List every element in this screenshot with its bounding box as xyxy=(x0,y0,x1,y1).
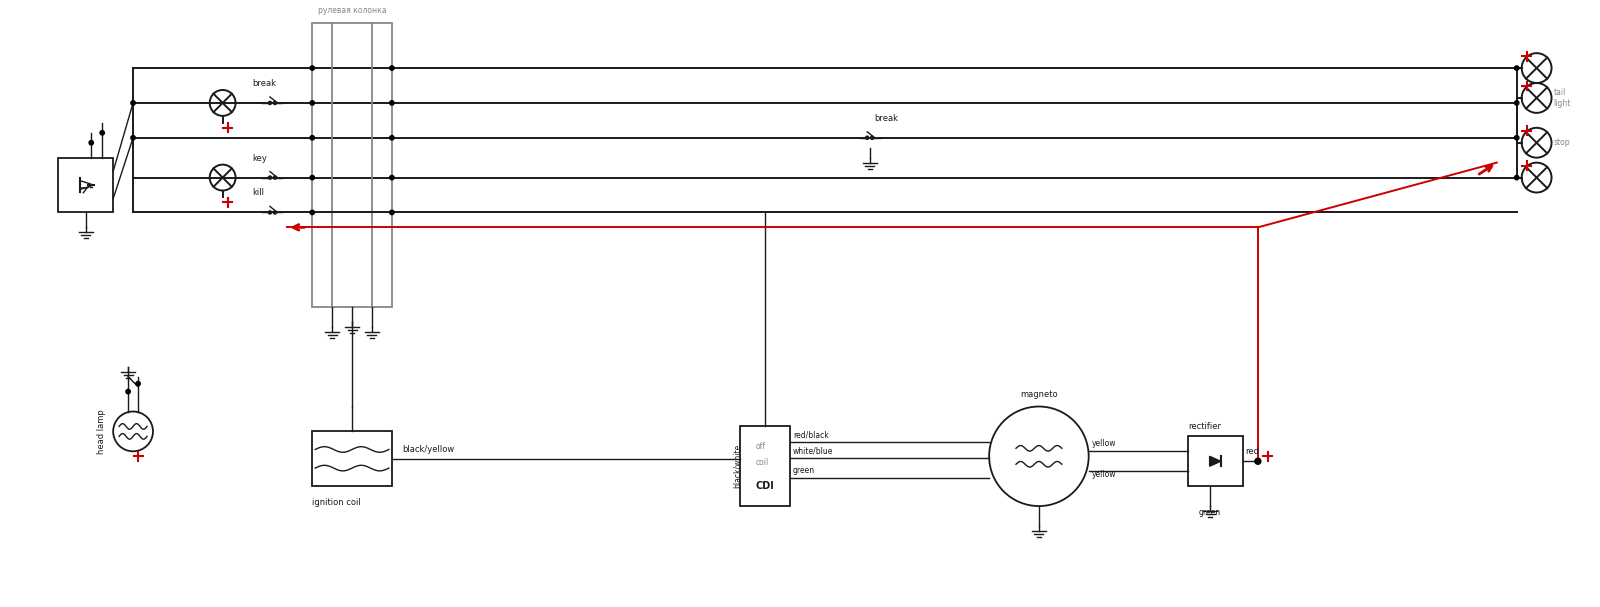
Text: tail
light: tail light xyxy=(1554,88,1571,107)
Circle shape xyxy=(390,210,394,215)
Text: рулевая колонка: рулевая колонка xyxy=(318,6,386,15)
Circle shape xyxy=(274,176,277,179)
Circle shape xyxy=(269,211,272,214)
Circle shape xyxy=(390,66,394,70)
Text: ignition coil: ignition coil xyxy=(312,498,362,507)
Circle shape xyxy=(274,211,277,214)
Circle shape xyxy=(1515,101,1518,105)
Circle shape xyxy=(310,175,315,180)
Circle shape xyxy=(90,141,93,145)
Circle shape xyxy=(1515,135,1518,140)
Text: black/white: black/white xyxy=(733,444,742,489)
Circle shape xyxy=(126,390,130,394)
Circle shape xyxy=(866,136,869,140)
Circle shape xyxy=(136,381,141,386)
Circle shape xyxy=(310,210,315,215)
Text: green: green xyxy=(1198,508,1221,517)
Text: red: red xyxy=(1245,447,1259,456)
Text: CDI: CDI xyxy=(755,481,774,491)
Circle shape xyxy=(390,135,394,140)
Text: black/yellow: black/yellow xyxy=(402,445,454,454)
Text: yellow: yellow xyxy=(1091,470,1117,479)
Circle shape xyxy=(310,101,315,105)
Bar xyxy=(312,23,392,307)
Text: stop: stop xyxy=(1554,138,1570,148)
Circle shape xyxy=(269,176,272,179)
Circle shape xyxy=(310,135,315,140)
Text: coil: coil xyxy=(755,458,768,467)
Text: break: break xyxy=(875,114,899,123)
Circle shape xyxy=(269,101,272,104)
Circle shape xyxy=(1515,175,1518,180)
Bar xyxy=(59,158,114,212)
Text: yellow: yellow xyxy=(1091,439,1117,449)
Circle shape xyxy=(390,101,394,105)
Text: break: break xyxy=(253,79,277,88)
Text: green: green xyxy=(794,466,814,475)
Circle shape xyxy=(1254,458,1261,464)
Text: off: off xyxy=(755,442,765,451)
Circle shape xyxy=(274,101,277,104)
Text: red/black: red/black xyxy=(794,430,829,439)
Circle shape xyxy=(101,131,104,135)
Circle shape xyxy=(1515,66,1518,70)
Circle shape xyxy=(131,135,136,140)
Circle shape xyxy=(131,101,136,105)
Text: kill: kill xyxy=(253,189,264,197)
Bar xyxy=(312,432,392,486)
Text: rectifier: rectifier xyxy=(1189,422,1221,432)
Circle shape xyxy=(870,136,874,140)
Text: key: key xyxy=(253,154,267,163)
Bar xyxy=(741,427,790,506)
Text: magneto: magneto xyxy=(1021,390,1058,399)
Circle shape xyxy=(390,175,394,180)
Bar xyxy=(1189,436,1243,486)
Circle shape xyxy=(310,66,315,70)
Polygon shape xyxy=(1210,456,1221,466)
Text: head lamp: head lamp xyxy=(96,409,106,454)
Text: white/blue: white/blue xyxy=(794,446,834,455)
